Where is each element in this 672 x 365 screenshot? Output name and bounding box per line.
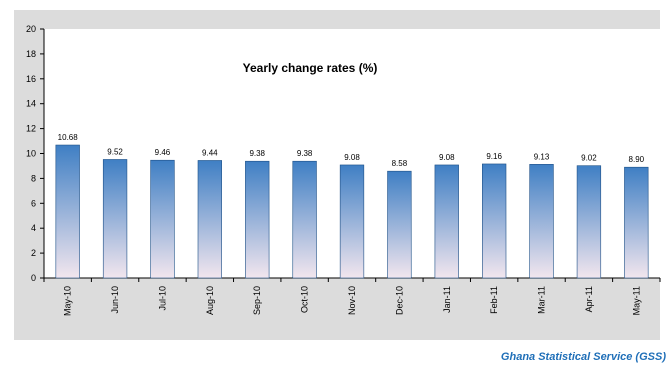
x-axis: May-10 Jun-10 Jul-10 Aug-10 Sep-10 Oct-10 Nov-…	[43, 277, 661, 316]
data-label: 10.68	[58, 133, 79, 142]
data-label: 9.13	[534, 152, 550, 161]
x-tick-label: May-11	[631, 286, 641, 315]
data-label: 9.08	[344, 153, 360, 162]
x-tick-label: Nov-10	[347, 286, 357, 315]
data-label: 9.38	[249, 149, 265, 158]
bar	[339, 164, 365, 279]
data-label: 9.08	[439, 153, 455, 162]
bar	[576, 165, 602, 279]
y-tick-label: 8	[31, 173, 36, 183]
y-tick-label: 18	[26, 49, 36, 59]
x-tick-label: Jun-10	[110, 286, 120, 314]
bar	[434, 164, 459, 279]
data-label: 9.46	[155, 148, 171, 157]
bar	[102, 159, 128, 279]
data-label: 9.02	[581, 154, 597, 163]
bar	[482, 163, 507, 279]
bar	[245, 160, 270, 279]
y-tick-label: 16	[26, 74, 36, 84]
bar	[55, 144, 80, 279]
bar	[197, 160, 222, 279]
data-label: 9.38	[297, 149, 313, 158]
x-tick-label: Dec-10	[394, 286, 404, 315]
y-tick-label: 4	[31, 223, 36, 233]
y-tick-label: 0	[31, 273, 36, 283]
x-tick-label: May-10	[63, 286, 73, 316]
x-tick-label: Jan-11	[442, 286, 452, 313]
x-tick-label: Sep-10	[252, 286, 262, 315]
data-label: 8.90	[629, 155, 645, 164]
y-tick-label: 14	[26, 99, 36, 109]
x-tick-label: Feb-11	[489, 286, 499, 314]
bar	[150, 159, 175, 279]
x-tick-label: Jul-10	[157, 286, 167, 311]
data-label: 9.16	[486, 152, 502, 161]
x-tick-label: Mar-11	[537, 286, 547, 314]
x-tick-label: Oct-10	[300, 286, 310, 313]
y-tick-label: 2	[31, 248, 36, 258]
bar	[624, 166, 649, 279]
source-credit: Ghana Statistical Service (GSS)	[500, 351, 666, 363]
y-tick-label: 20	[26, 24, 36, 34]
data-label: 9.52	[107, 147, 123, 156]
data-label: 8.58	[392, 159, 408, 168]
chart-title: Yearly change rates (%)	[243, 61, 378, 75]
data-label: 9.44	[202, 148, 218, 157]
bars: 10.68 9.52 9.46 9.44 9.38 9.38 9.08 8.58 9.08 9.1…	[55, 133, 649, 279]
y-tick-label: 10	[26, 149, 36, 159]
y-tick-label: 12	[26, 124, 36, 134]
bar	[529, 164, 554, 279]
bar	[292, 160, 317, 279]
x-tick-label: Aug-10	[205, 286, 215, 315]
x-tick-label: Apr-11	[584, 286, 594, 312]
y-tick-label: 6	[31, 198, 36, 208]
y-axis: 0 2 4 6 8 10 12 14 16 18 20	[26, 24, 45, 283]
bar	[387, 170, 412, 279]
